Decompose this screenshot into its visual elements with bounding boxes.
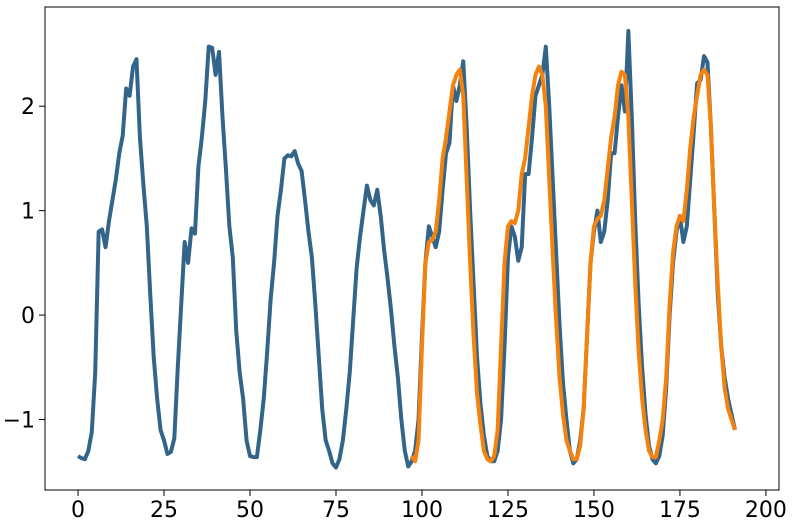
y-tick-label: 2 [21, 95, 35, 120]
y-tick-label: −1 [3, 409, 35, 434]
plot-frame [44, 6, 780, 491]
x-tick-label: 0 [71, 498, 85, 523]
x-tick-label: 175 [659, 498, 701, 523]
x-tick-label: 25 [150, 498, 178, 523]
x-tick-label: 100 [401, 498, 443, 523]
x-tick-label: 125 [487, 498, 529, 523]
series-line [409, 64, 737, 464]
x-tick-label: 50 [236, 498, 264, 523]
x-tick-label: 200 [745, 498, 787, 523]
x-tick-label: 150 [573, 498, 615, 523]
y-tick-label: 1 [21, 200, 35, 225]
x-tick-label: 75 [322, 498, 350, 523]
series-line [76, 29, 737, 470]
y-tick-label: 0 [21, 304, 35, 329]
